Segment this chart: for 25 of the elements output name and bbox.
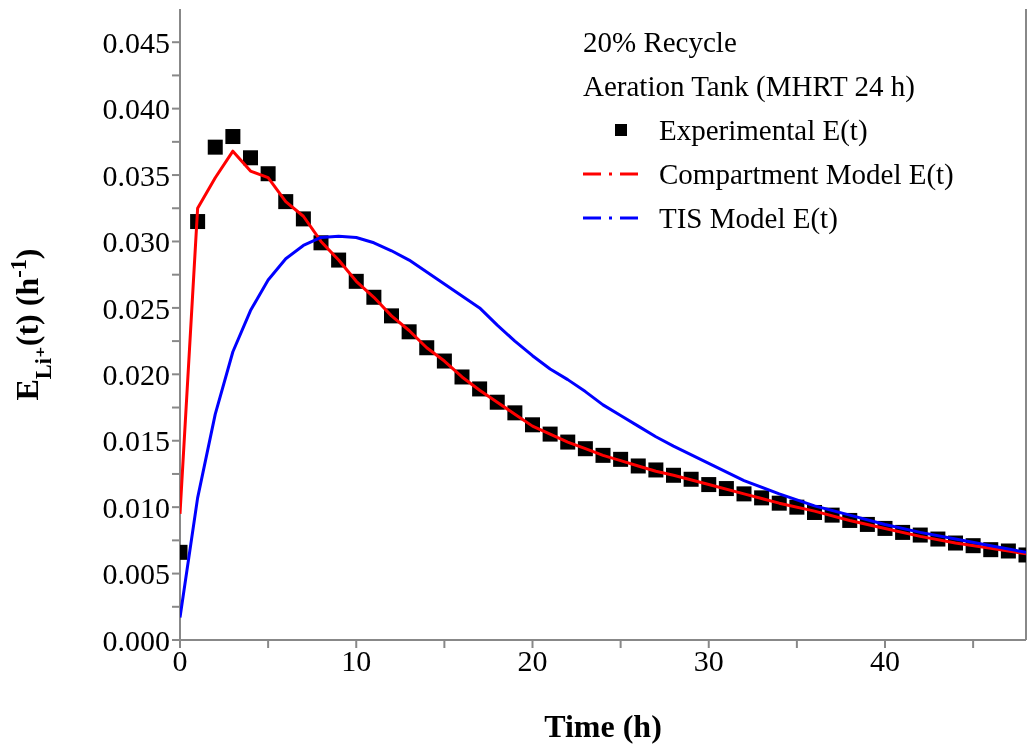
x-tick-label: 10 xyxy=(341,644,372,678)
x-tick-label: 0 xyxy=(172,644,188,678)
y-tick-label: 0.000 xyxy=(102,623,170,657)
annotation: 20% Recycle xyxy=(583,26,737,58)
point xyxy=(243,150,258,166)
y-tick-label: 0.030 xyxy=(102,225,170,259)
x-tick-label: 30 xyxy=(693,644,724,678)
legend-label: Experimental E(t) xyxy=(659,114,868,147)
y-tick-label: 0.040 xyxy=(102,92,170,126)
point xyxy=(207,139,223,155)
legend-label: Compartment Model E(t) xyxy=(659,158,954,191)
line-series xyxy=(180,234,1026,619)
y-tick-label: 0.025 xyxy=(102,291,170,325)
x-tick-label: 20 xyxy=(517,644,548,678)
y-tick-label: 0.035 xyxy=(102,158,170,192)
x-axis-title: Time (h) xyxy=(544,708,662,744)
x-tick-label: 40 xyxy=(870,644,900,678)
y-tick-label: 0.020 xyxy=(102,357,170,391)
y-tick-label: 0.015 xyxy=(102,424,170,458)
legend-label: TIS Model E(t) xyxy=(659,202,838,235)
y-tick-label: 0.010 xyxy=(102,490,170,524)
annotation: Aeration Tank (MHRT 24 h) xyxy=(583,70,915,103)
point xyxy=(225,129,241,145)
y-tick-label: 0.005 xyxy=(102,557,170,591)
y-tick-label: 0.045 xyxy=(102,25,170,59)
